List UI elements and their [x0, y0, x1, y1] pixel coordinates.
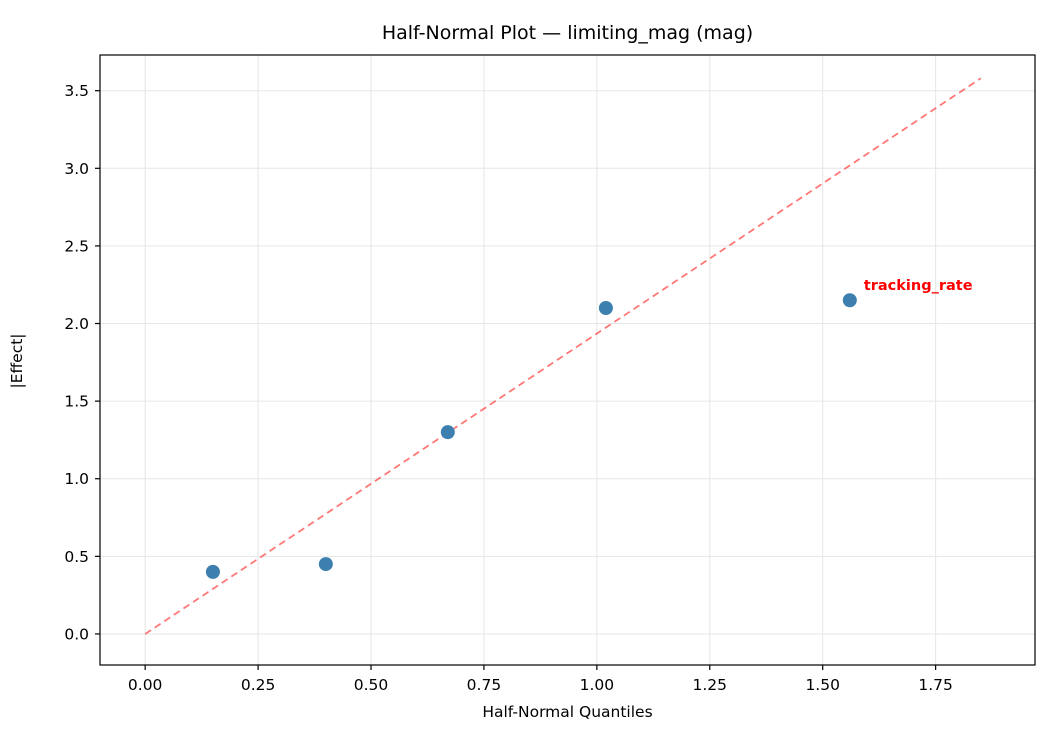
y-tick-label: 2.5 [64, 237, 89, 255]
scatter-point [205, 564, 220, 579]
scatter-point [842, 293, 857, 308]
x-tick-label: 1.50 [805, 676, 840, 694]
x-tick-label: 1.25 [693, 676, 728, 694]
x-tick-label: 0.00 [128, 676, 163, 694]
scatter-point [318, 557, 333, 572]
y-tick-label: 0.5 [64, 548, 89, 566]
y-axis-label: |Effect| [8, 333, 26, 389]
y-tick-label: 2.0 [64, 315, 89, 333]
x-axis-label: Half-Normal Quantiles [482, 703, 653, 721]
y-tick-label: 3.0 [64, 160, 89, 178]
x-tick-label: 0.75 [467, 676, 502, 694]
y-tick-label: 1.0 [64, 470, 89, 488]
x-tick-label: 1.00 [580, 676, 615, 694]
x-tick-label: 1.75 [918, 676, 953, 694]
y-tick-label: 0.0 [64, 625, 89, 643]
x-tick-label: 0.25 [241, 676, 276, 694]
x-tick-label: 0.50 [354, 676, 389, 694]
scatter-point [598, 301, 613, 316]
scatter-point [440, 425, 455, 440]
annotation-label: tracking_rate [864, 278, 973, 294]
chart-title: Half-Normal Plot — limiting_mag (mag) [381, 22, 754, 44]
y-tick-label: 3.5 [64, 82, 89, 100]
reference-line [144, 77, 982, 635]
y-tick-label: 1.5 [64, 393, 89, 411]
plot-border [99, 54, 1036, 666]
